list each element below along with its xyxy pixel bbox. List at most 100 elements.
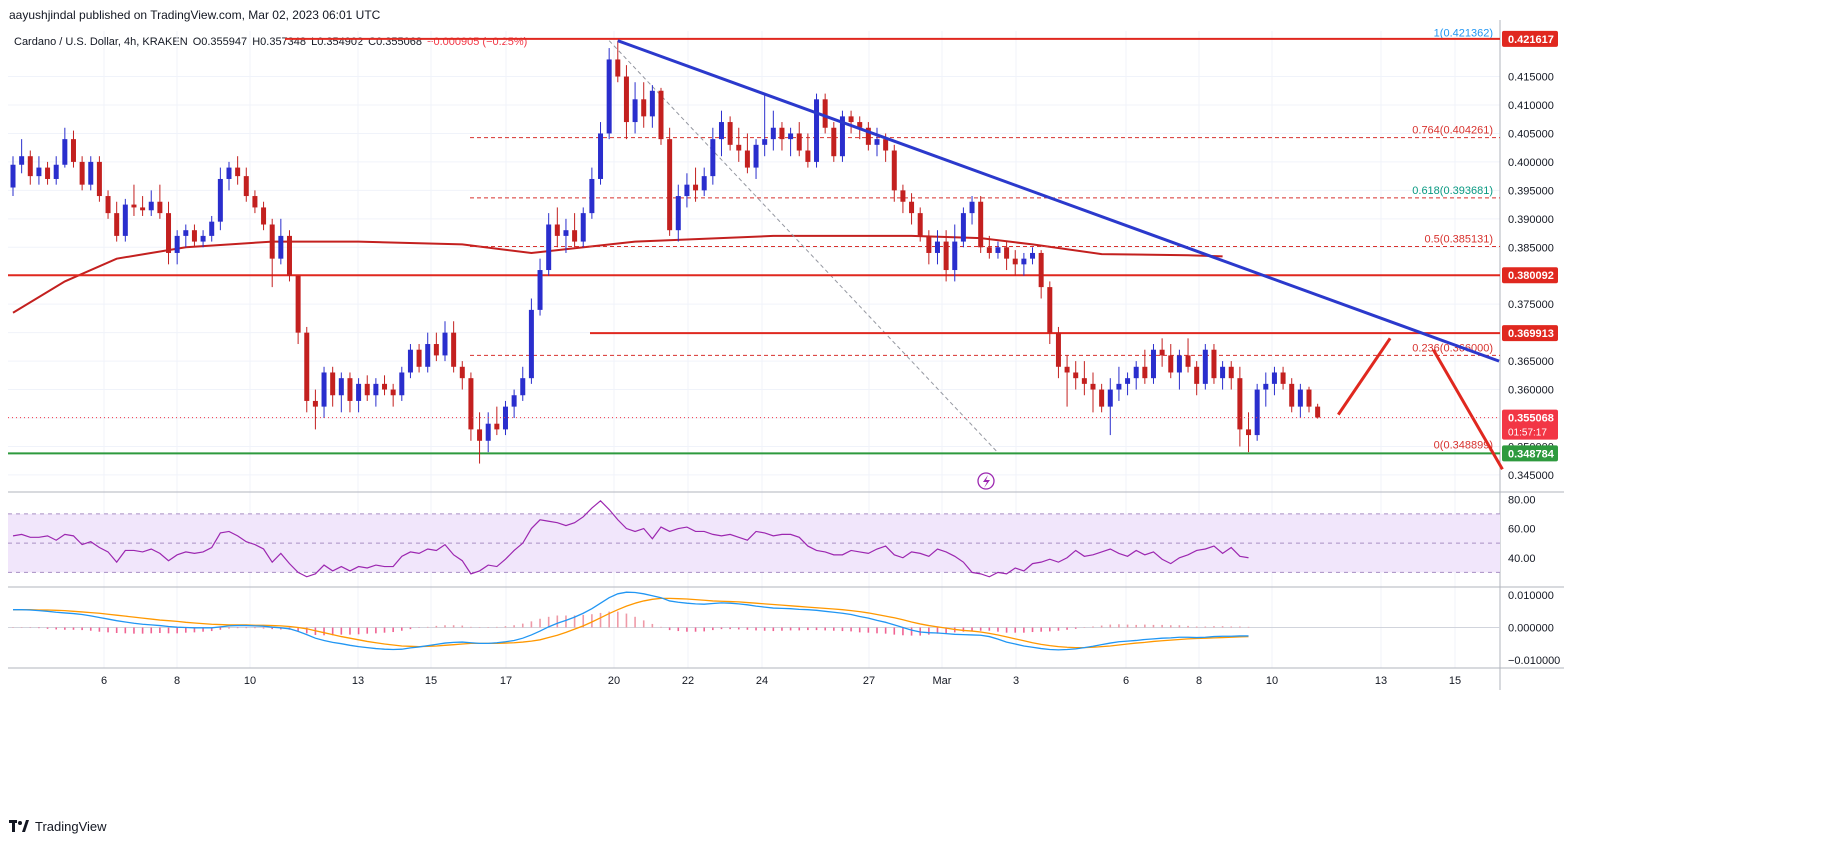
candle-body: [183, 230, 189, 236]
fib-level-label: 1(0.421362): [1434, 27, 1493, 39]
candle-body: [822, 99, 828, 128]
fib-level-label: 0(0.348899): [1434, 440, 1493, 452]
legend-open: O0.355947: [192, 36, 248, 48]
footer-brand: TradingView: [35, 819, 107, 834]
price-badge-label: 0.380092: [1508, 270, 1554, 282]
candle-body: [477, 429, 483, 441]
candle-body: [1021, 258, 1027, 265]
candle-body: [1194, 366, 1200, 384]
candle-body: [347, 378, 353, 401]
time-tick-label: 22: [682, 675, 694, 687]
candle-body: [762, 139, 768, 145]
price-badge: 0.348784: [1502, 445, 1558, 462]
candle-body: [1081, 378, 1087, 384]
candle-body: [166, 213, 172, 253]
time-tick-label: 17: [500, 675, 512, 687]
rsi-tick-label: 60.00: [1508, 524, 1536, 536]
candle-body: [710, 139, 716, 177]
candle-body: [865, 127, 871, 145]
price-badge-bg: [1502, 325, 1558, 342]
price-tick-label: 0.405000: [1508, 128, 1554, 140]
candle-body: [79, 161, 85, 185]
candle-body: [753, 144, 759, 168]
candle-body: [191, 230, 197, 242]
time-tick-label: 6: [1123, 675, 1129, 687]
drawings: [617, 39, 1504, 490]
candle-body: [1254, 389, 1260, 436]
publisher-header: aayushjindal published on TradingView.co…: [9, 8, 381, 22]
candle-body: [312, 400, 318, 407]
current-price-label: 0.355068: [1508, 413, 1554, 425]
projection-down-arrow: [1432, 348, 1504, 470]
candle-body: [235, 167, 241, 177]
candle-body: [1133, 366, 1139, 379]
candle-body: [174, 235, 180, 253]
candle-body: [1090, 383, 1096, 390]
candle-body: [598, 133, 604, 179]
time-tick-label: Mar: [933, 675, 952, 687]
candle-body: [909, 201, 915, 214]
candle-body: [891, 150, 897, 191]
price-tick-label: 0.400000: [1508, 157, 1554, 169]
candle-body: [986, 247, 992, 253]
price-badge-label: 0.348784: [1508, 448, 1555, 460]
candle-body: [511, 395, 517, 407]
rsi-line: [12, 499, 1249, 578]
candle-body: [1150, 349, 1156, 379]
candle-body: [295, 275, 301, 333]
candle-body: [563, 230, 569, 236]
price-tick-label: 0.365000: [1508, 356, 1554, 368]
candle-body: [917, 213, 923, 236]
price-badge-bg: [1502, 267, 1558, 284]
candle-body: [36, 167, 42, 177]
candle-body: [805, 150, 811, 162]
candle-body: [1099, 389, 1105, 407]
macd-line: [13, 591, 1249, 651]
candle-body: [727, 122, 733, 145]
price-tick-label: 0.410000: [1508, 100, 1554, 112]
candle-body: [952, 241, 958, 271]
candle-body: [1055, 332, 1061, 367]
candle-body: [1185, 355, 1191, 367]
fibonacci-levels: 1(0.421362) 0.764(0.404261) 0.618(0.393681…: [470, 27, 1500, 454]
candle-body: [330, 372, 336, 396]
candle-body: [1116, 383, 1122, 390]
candle-body: [934, 241, 940, 253]
price-badge-label: 0.369913: [1508, 328, 1554, 340]
candle-body: [701, 176, 707, 191]
candle-body: [433, 344, 439, 356]
candle-body: [675, 196, 681, 231]
candle-body: [502, 406, 508, 430]
candle-body: [364, 383, 370, 396]
candle-body: [520, 378, 526, 396]
candle-body: [19, 156, 25, 165]
time-tick-label: 8: [1196, 675, 1202, 687]
candle-body: [1228, 366, 1234, 379]
candle-body: [157, 201, 163, 214]
candle-body: [572, 230, 578, 242]
candle-body: [658, 90, 664, 140]
time-tick-label: 10: [1266, 675, 1278, 687]
candle-body: [641, 99, 647, 117]
candle-body: [382, 383, 388, 390]
candle-body: [1289, 383, 1295, 407]
candlesticks: [10, 40, 1321, 464]
candle-body: [114, 213, 120, 236]
countdown-label: 01:57:17: [1508, 428, 1547, 439]
candle-body: [105, 196, 111, 214]
candle-body: [304, 332, 310, 401]
candle-body: [632, 99, 638, 123]
price-tick-label: 0.345000: [1508, 470, 1554, 482]
price-badge-bg: [1502, 445, 1558, 462]
candle-body: [546, 224, 552, 271]
candle-body: [373, 383, 379, 396]
candle-body: [1073, 372, 1079, 379]
candle-body: [943, 241, 949, 271]
candle-body: [10, 164, 16, 188]
candle-body: [960, 213, 966, 242]
price-tick-label: 0.385000: [1508, 242, 1554, 254]
symbol-name[interactable]: Cardano / U.S. Dollar, 4h, KRAKEN: [14, 36, 188, 48]
price-badge-label: 0.421617: [1508, 34, 1554, 46]
price-tick-label: 0.375000: [1508, 299, 1554, 311]
